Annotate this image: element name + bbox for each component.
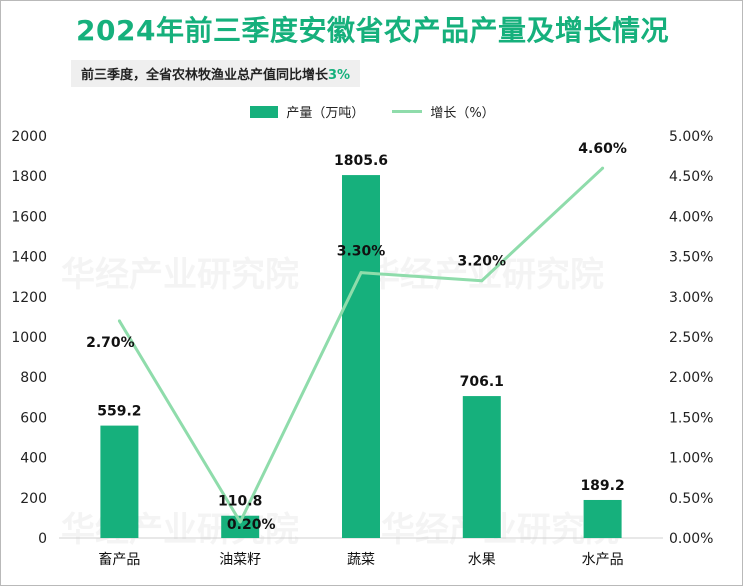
y-right-tick-label: 0.00% [669,531,713,547]
bar-1 [221,515,260,538]
legend-bar-label: 产量（万吨） [286,106,365,121]
legend-item-bar: 产量（万吨） [250,102,364,121]
growth-point-3 [480,279,484,283]
bar-value-label: 1805.6 [334,153,388,169]
bar-value-label: 189.2 [580,478,624,494]
legend: 产量（万吨） 增长（%） [1,102,742,121]
subtitle-highlight: 3% [328,68,351,83]
y-left-tick-label: 0 [38,531,47,547]
y-left-tick-label: 2000 [11,129,47,145]
growth-point-1 [238,520,242,524]
bar-value-label: 559.2 [97,404,141,420]
subtitle-text: 前三季度，全省农林牧渔业总产值同比增长 [81,68,329,83]
y-right-tick-label: 4.00% [669,209,713,225]
y-right-tick-label: 2.00% [669,370,713,386]
x-category-label: 水产品 [582,552,624,568]
watermark-text: 华经产业研究院 [61,255,299,295]
x-category-label: 畜产品 [98,552,140,568]
y-left-tick-label: 200 [20,491,47,507]
legend-item-line: 增长（%） [392,102,495,121]
x-category-label: 蔬菜 [347,552,375,568]
y-right-tick-label: 0.50% [669,491,713,507]
y-left-tick-label: 800 [20,370,47,386]
bar-2 [342,175,380,538]
y-right-tick-label: 3.50% [669,250,713,266]
legend-line-label: 增长（%） [430,106,495,121]
growth-value-label: 3.20% [458,254,507,270]
growth-value-label: 2.70% [86,335,135,351]
growth-point-0 [117,319,121,323]
y-left-tick-label: 1000 [11,330,47,346]
x-category-label: 油菜籽 [219,552,261,568]
bar-3 [462,396,501,538]
y-left-tick-label: 400 [20,451,47,467]
legend-line-swatch [392,110,423,113]
bar-value-label: 110.8 [218,494,262,510]
subtitle-box: 前三季度，全省农林牧渔业总产值同比增长3% [71,60,361,87]
x-category-label: 水果 [468,552,496,568]
y-left-tick-label: 1200 [11,290,47,306]
bar-value-label: 706.1 [460,374,504,390]
chart-title: 2024年前三季度安徽省农产品产量及增长情况 [76,14,669,47]
y-left-tick-label: 1400 [11,250,47,266]
y-left-tick-label: 600 [20,410,47,426]
growth-point-2 [359,271,363,275]
y-right-tick-label: 4.50% [669,169,713,185]
growth-value-label: 4.60% [578,141,627,157]
growth-point-4 [601,166,605,170]
y-right-tick-label: 5.00% [669,129,713,145]
growth-value-label: 3.30% [337,244,386,260]
y-right-tick-label: 1.50% [669,410,713,426]
y-right-tick-label: 1.00% [669,451,713,467]
y-right-tick-label: 2.50% [669,330,713,346]
y-left-tick-label: 1600 [11,209,47,225]
legend-bar-swatch [250,105,279,118]
y-right-tick-label: 3.00% [669,290,713,306]
bar-4 [583,499,622,538]
bar-0 [100,425,139,538]
growth-value-label: 0.20% [227,517,276,533]
y-left-tick-label: 1800 [11,169,47,185]
